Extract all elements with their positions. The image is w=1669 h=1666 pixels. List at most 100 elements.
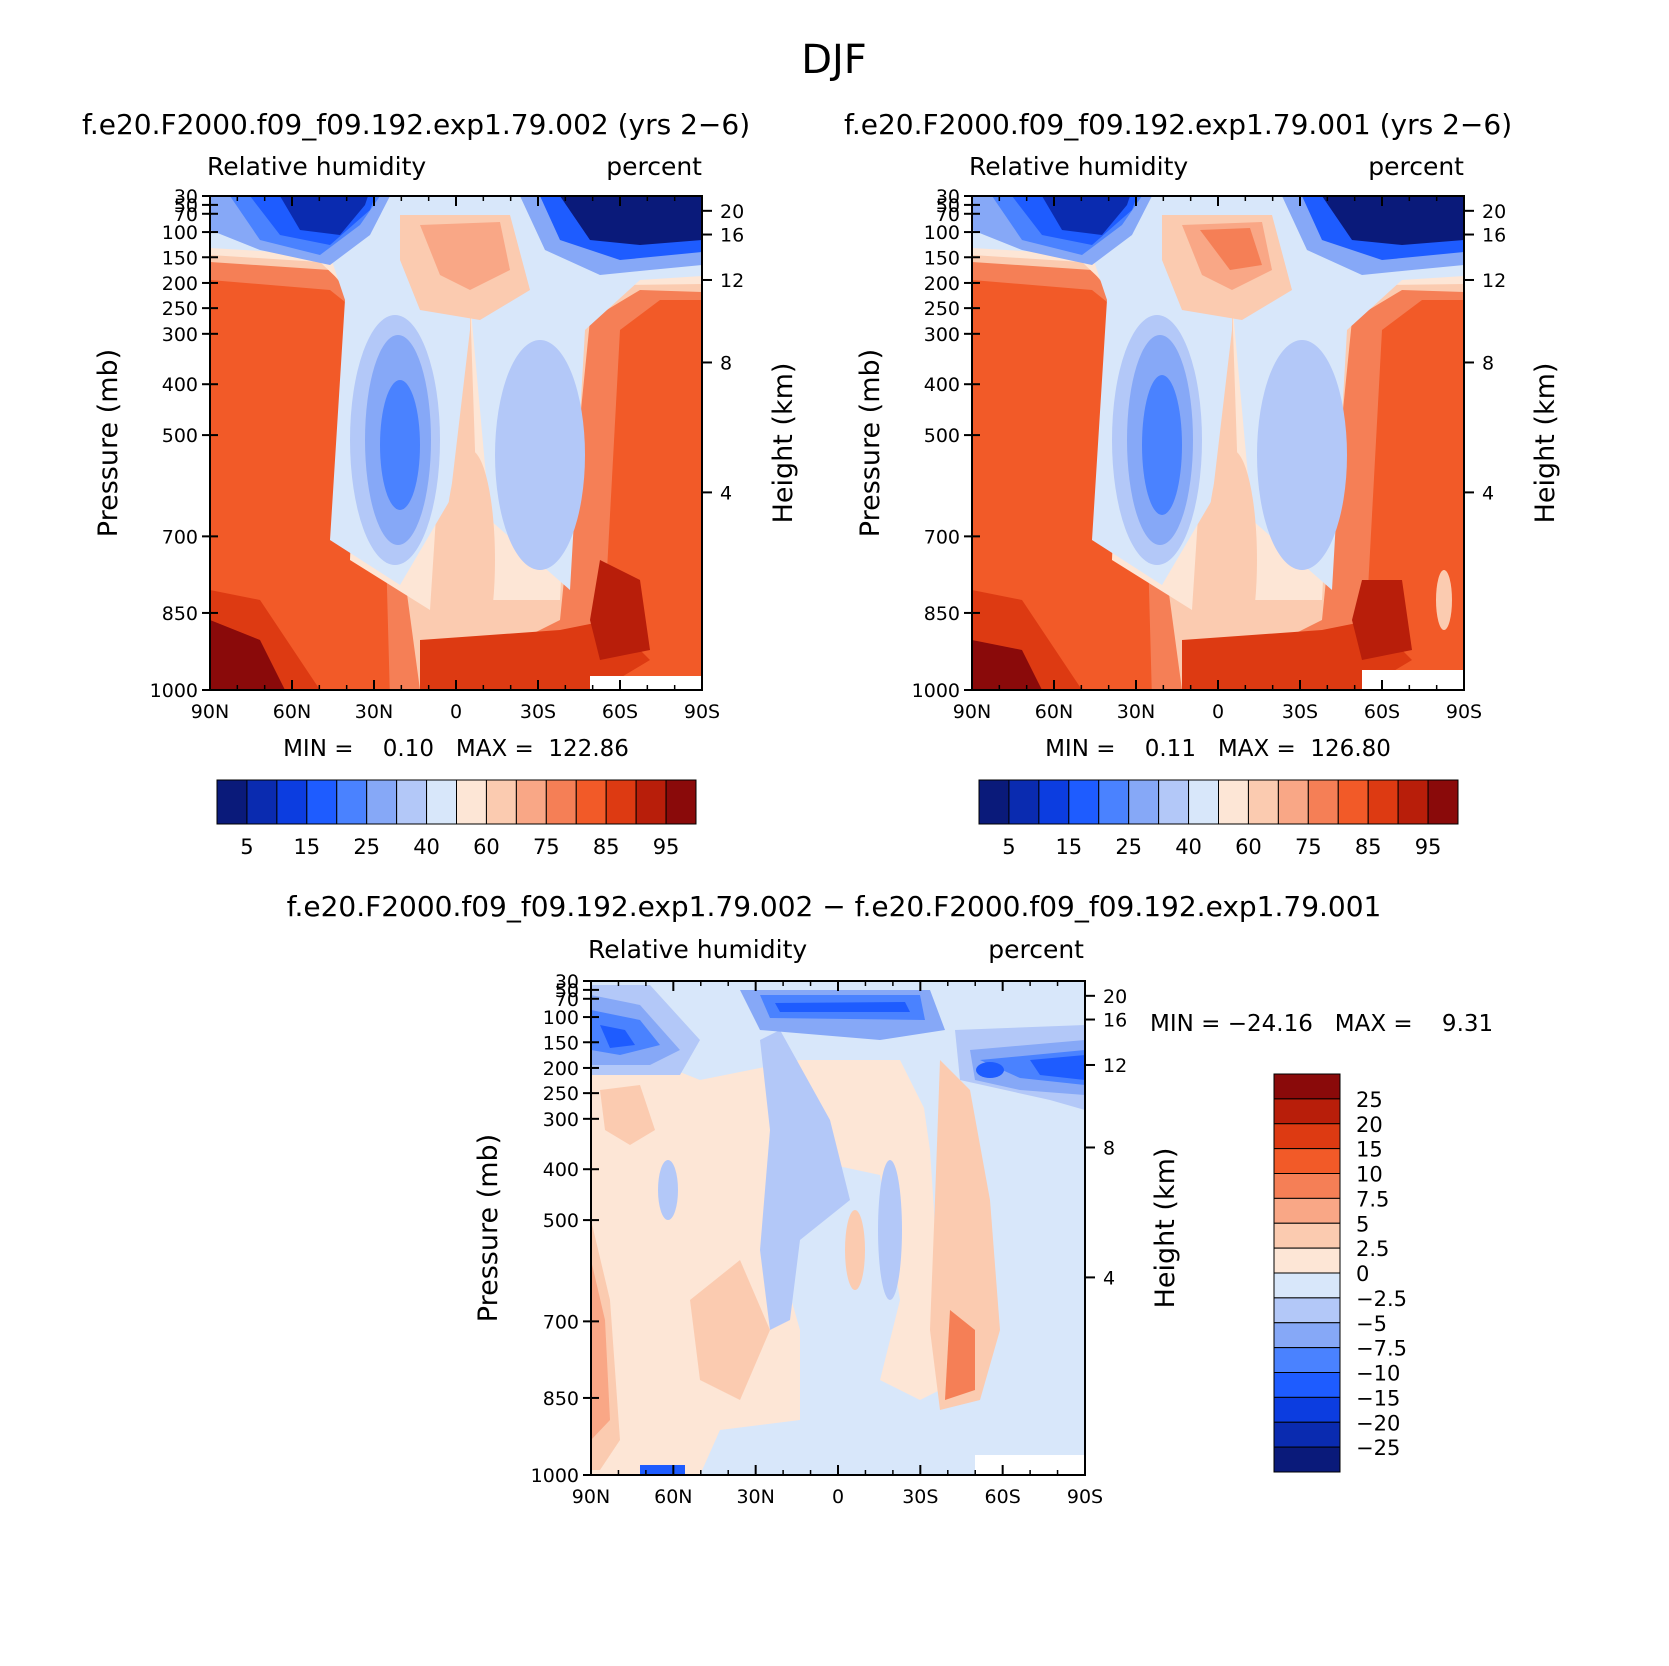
x-tick-label: 0 <box>1212 701 1224 723</box>
panel-2-contour-field <box>972 196 1464 690</box>
colorbar-box <box>456 779 487 825</box>
y-tick-label: 1000 <box>150 680 198 702</box>
field-blue-nh-core <box>1142 375 1182 515</box>
colorbar-box <box>1038 779 1070 825</box>
field-nh-surface-dark <box>210 620 285 690</box>
x-tick-label: 90N <box>572 1486 610 1508</box>
colorbar-box <box>1337 779 1369 825</box>
colorbar-label: 25 <box>353 835 380 859</box>
colorbar-label: 5 <box>240 835 253 859</box>
y-tick-label: 250 <box>162 298 198 320</box>
colorbar-label: 15 <box>1055 835 1082 859</box>
x-tick-label: 60N <box>654 1486 692 1508</box>
colorbar-label: 95 <box>1415 835 1442 859</box>
y-tick-label: 100 <box>162 222 198 244</box>
field-missing-1 <box>590 676 702 690</box>
colorbar-box <box>216 779 248 825</box>
figure-title: DJF <box>801 37 867 83</box>
panel-3-units-label: percent <box>988 935 1084 964</box>
y-tick-label: 1000 <box>531 1465 579 1487</box>
field-blue-strat-sh-4 <box>1030 1055 1085 1080</box>
colorbar-label: 15 <box>1356 1138 1383 1162</box>
field-blue-sh <box>495 340 585 570</box>
colorbar-label: 5 <box>1002 835 1015 859</box>
colorbar-label: 7.5 <box>1356 1187 1389 1211</box>
field-blue-nh-core <box>380 380 420 510</box>
colorbar-box <box>1008 779 1040 825</box>
panel-1-run-title: f.e20.F2000.f09_f09.192.exp1.79.002 (yrs… <box>82 108 750 141</box>
panel-3-contour-field <box>591 981 1085 1475</box>
colorbar-box <box>1397 779 1429 825</box>
panel-2: f.e20.F2000.f09_f09.192.exp1.79.001 (yrs… <box>844 108 1561 859</box>
panel-3: f.e20.F2000.f09_f09.192.exp1.79.002 − f.… <box>287 890 1494 1508</box>
field-blue-surface <box>640 1465 685 1475</box>
colorbar-box <box>665 779 697 825</box>
field-sh-surface-dark <box>1352 580 1412 660</box>
panel-1-field-label: Relative humidity <box>207 152 426 181</box>
y-tick-label: 200 <box>162 273 198 295</box>
x-tick-label: 90N <box>953 701 991 723</box>
y-tick-label: 500 <box>162 425 198 447</box>
colorbar-box <box>1427 779 1459 825</box>
panel-3-field-label: Relative humidity <box>588 935 807 964</box>
panel-1-units-label: percent <box>606 152 702 181</box>
x-tick-label: 90N <box>191 701 229 723</box>
colorbar-box <box>1273 1322 1341 1349</box>
colorbar-label: 5 <box>1356 1212 1369 1236</box>
colorbar-label: −10 <box>1356 1362 1400 1386</box>
y-tick-label: 300 <box>543 1109 579 1131</box>
field-upper-orange-core <box>1200 228 1262 270</box>
y-right-tick-label: 20 <box>1482 201 1506 223</box>
colorbar-label: 85 <box>1355 835 1382 859</box>
field-blue-strat-sh-spot <box>976 1062 1004 1078</box>
panel-1-colorbar: 5 15 25 40 60 75 85 95 <box>216 779 697 859</box>
colorbar-label: 40 <box>1175 835 1202 859</box>
panel-3-ylabel: Pressure (mb) <box>473 1134 504 1322</box>
field-strat-blue-sh-3 <box>560 196 702 245</box>
colorbar-box <box>1273 1173 1341 1199</box>
y-tick-label: 850 <box>162 603 198 625</box>
y-tick-label: 700 <box>543 1311 579 1333</box>
field-peach-mid <box>690 1260 770 1400</box>
panel-1-ylabel: Pressure (mb) <box>93 349 124 537</box>
y-right-tick-label: 8 <box>1103 1137 1115 1159</box>
colorbar-box <box>1273 1396 1341 1423</box>
x-tick-label: 60S <box>985 1486 1021 1508</box>
colorbar-box <box>1247 779 1279 825</box>
x-tick-label: 60S <box>602 701 638 723</box>
colorbar-box <box>1273 1372 1341 1398</box>
y-tick-label: 1000 <box>912 680 960 702</box>
y-tick-label: 50 <box>174 195 198 217</box>
y-tick-label: 400 <box>162 374 198 396</box>
field-missing-1 <box>1362 670 1464 690</box>
panel-2-units-label: percent <box>1368 152 1464 181</box>
panel-1-x-ticks: 90N 60N 30N 0 30S 60S 90S <box>191 196 720 723</box>
field-blue-strat-eq-3 <box>775 1002 910 1012</box>
colorbar-box <box>1367 779 1399 825</box>
colorbar-box <box>978 779 1010 825</box>
colorbar-box <box>515 779 547 825</box>
colorbar-label: 15 <box>293 835 320 859</box>
y-tick-label: 50 <box>936 195 960 217</box>
y-right-tick-label: 16 <box>1482 225 1506 247</box>
colorbar-label: 25 <box>1356 1088 1383 1112</box>
field-lightblue-trop <box>210 196 702 590</box>
field-sh-surface-red <box>420 620 650 690</box>
colorbar-box <box>396 779 428 825</box>
y-tick-label: 150 <box>924 247 960 269</box>
colorbar-box <box>575 779 607 825</box>
y-tick-label: 150 <box>162 247 198 269</box>
colorbar-box <box>1273 1222 1341 1249</box>
panel-2-min-max: MIN = 0.11 MAX = 126.80 <box>1045 736 1391 762</box>
y-right-tick-label: 12 <box>720 270 744 292</box>
colorbar-label: 75 <box>533 835 560 859</box>
x-tick-label: 90S <box>1446 701 1482 723</box>
x-tick-label: 90S <box>1067 1486 1103 1508</box>
field-strat-blue-4 <box>1042 196 1130 235</box>
y-right-tick-label: 4 <box>1482 482 1494 504</box>
colorbar-box <box>1158 779 1190 825</box>
y-right-tick-label: 8 <box>720 352 732 374</box>
x-tick-label: 30S <box>902 1486 938 1508</box>
